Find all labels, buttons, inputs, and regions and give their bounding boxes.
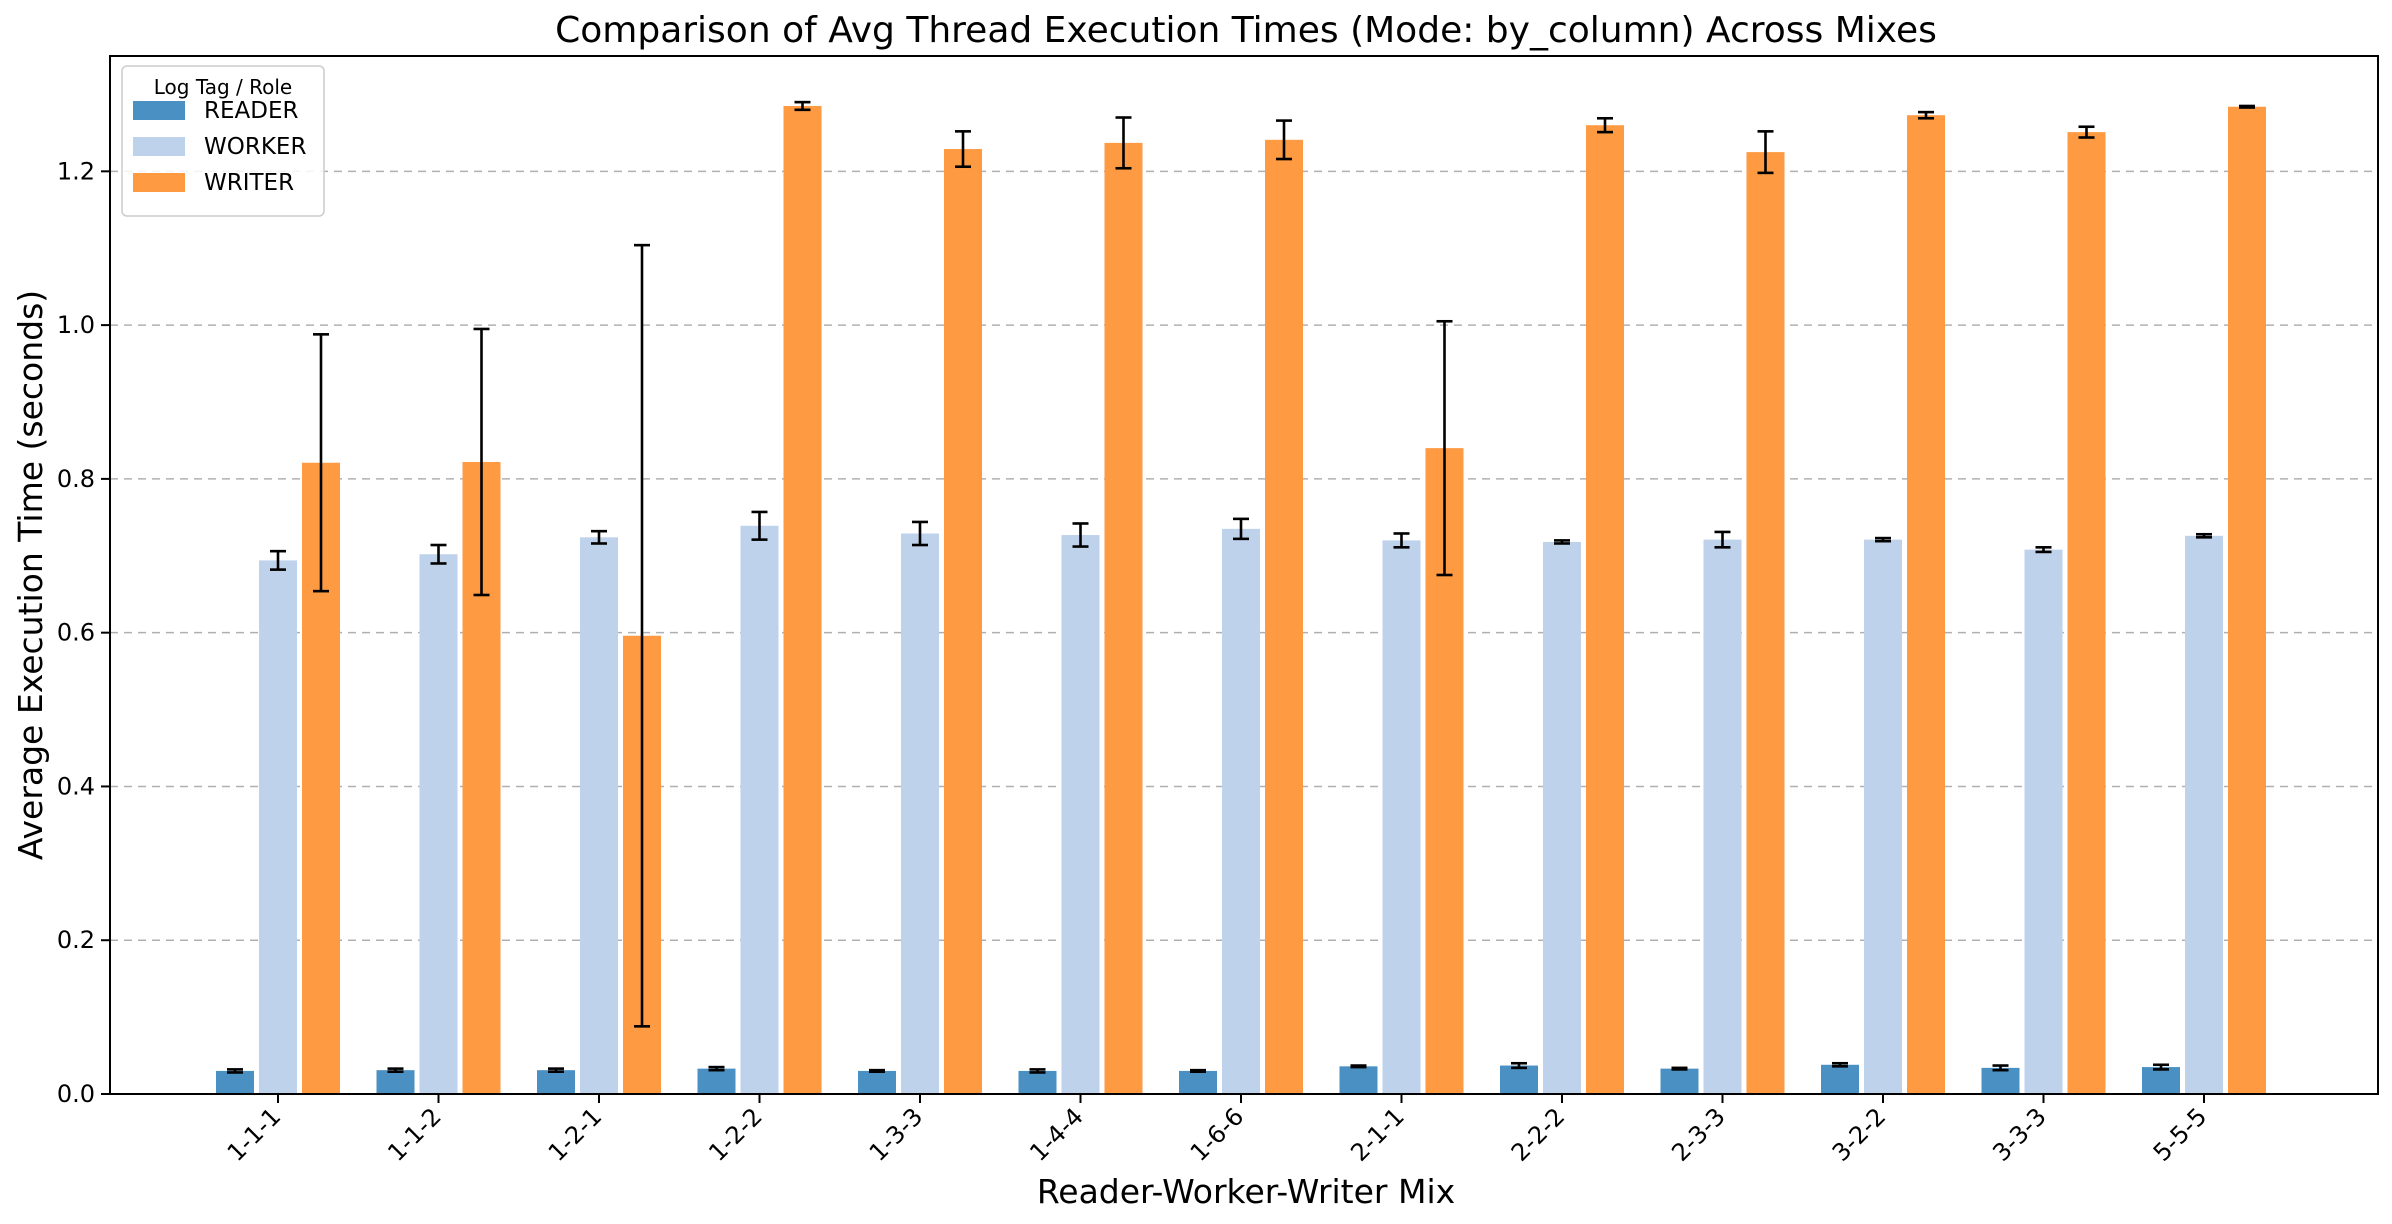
y-tick-label: 0.6	[57, 619, 95, 647]
bar-worker	[2185, 535, 2223, 1094]
x-tick-label: 1-3-3	[864, 1102, 928, 1166]
bar-writer	[2067, 132, 2106, 1094]
legend: Log Tag / Role READER WORKER WRITER	[121, 65, 325, 217]
plot-frame	[109, 55, 2379, 1095]
bar-writer	[1586, 125, 1624, 1094]
y-tick-label: 1.2	[57, 157, 95, 185]
bar-worker	[1864, 539, 1902, 1094]
bar-reader	[1660, 1068, 1699, 1094]
y-tick-label: 0.2	[57, 926, 95, 954]
bars	[216, 105, 2266, 1095]
x-tick-label: 2-2-2	[1506, 1102, 1570, 1166]
legend-title: Log Tag / Role	[154, 75, 293, 99]
x-axis: 1-1-1 1-1-2 1-2-1 1-2-2 1-3-3 1-4-4 1-6-6 2-1-1…	[222, 1094, 2212, 1167]
bar-worker	[1222, 528, 1260, 1094]
bar-writer	[2228, 106, 2266, 1095]
bar-writer	[1104, 142, 1143, 1094]
legend-label-reader: READER	[204, 98, 298, 124]
bar-worker	[1061, 535, 1100, 1094]
bar-worker	[2024, 549, 2063, 1094]
bar-worker	[580, 537, 618, 1094]
bar-reader	[376, 1070, 415, 1094]
bar-reader	[1821, 1064, 1859, 1094]
y-tick-label: 0.4	[57, 772, 95, 800]
x-tick-label: 2-3-3	[1666, 1102, 1730, 1166]
bar-reader	[2142, 1067, 2180, 1094]
x-tick-label: 1-2-1	[543, 1102, 607, 1166]
bar-writer	[944, 149, 982, 1095]
bar-reader	[1339, 1066, 1378, 1094]
chart-title: Comparison of Avg Thread Execution Times…	[555, 10, 1937, 51]
x-tick-label: 3-3-3	[1987, 1102, 2051, 1166]
bar-worker	[1703, 539, 1742, 1094]
x-tick-label: 1-4-4	[1024, 1102, 1088, 1166]
bar-reader	[1500, 1065, 1538, 1094]
bar-writer	[1907, 115, 1945, 1094]
bar-writer	[1746, 152, 1785, 1095]
legend-swatch-reader	[133, 101, 185, 120]
bar-reader	[1179, 1070, 1217, 1094]
bar-reader	[858, 1070, 896, 1094]
bar-reader	[216, 1070, 254, 1094]
bar-reader	[697, 1068, 736, 1094]
y-axis: 0.0 0.2 0.4 0.6 0.8 1.0 1.2	[57, 157, 110, 1108]
bar-writer	[1265, 139, 1303, 1094]
bar-worker	[1382, 540, 1421, 1094]
x-tick-label: 5-5-5	[2148, 1102, 2212, 1166]
legend-label-writer: WRITER	[204, 170, 294, 196]
bar-worker	[740, 525, 779, 1094]
legend-label-worker: WORKER	[204, 134, 306, 160]
bar-reader	[1018, 1070, 1057, 1094]
bar-worker	[419, 554, 458, 1094]
x-tick-label: 1-1-2	[382, 1102, 446, 1166]
bar-worker	[1543, 541, 1581, 1094]
y-tick-label: 0.0	[57, 1080, 95, 1108]
bar-worker	[259, 560, 297, 1094]
x-tick-label: 3-2-2	[1827, 1102, 1891, 1166]
bar-reader	[1981, 1067, 2020, 1094]
x-tick-label: 1-2-2	[703, 1102, 767, 1166]
x-tick-label: 1-1-1	[222, 1102, 286, 1166]
x-tick-label: 1-6-6	[1185, 1102, 1249, 1166]
bar-writer	[783, 105, 822, 1094]
x-axis-label: Reader-Worker-Writer Mix	[1037, 1172, 1455, 1211]
y-tick-label: 1.0	[57, 311, 95, 339]
legend-swatch-writer	[133, 173, 185, 192]
error-bars	[227, 100, 2255, 1074]
bar-reader	[537, 1070, 575, 1094]
y-tick-label: 0.8	[57, 465, 95, 493]
x-tick-label: 2-1-1	[1345, 1102, 1409, 1166]
y-axis-label: Average Execution Time (seconds)	[11, 290, 50, 860]
bar-worker	[901, 533, 939, 1094]
legend-swatch-worker	[133, 137, 185, 156]
